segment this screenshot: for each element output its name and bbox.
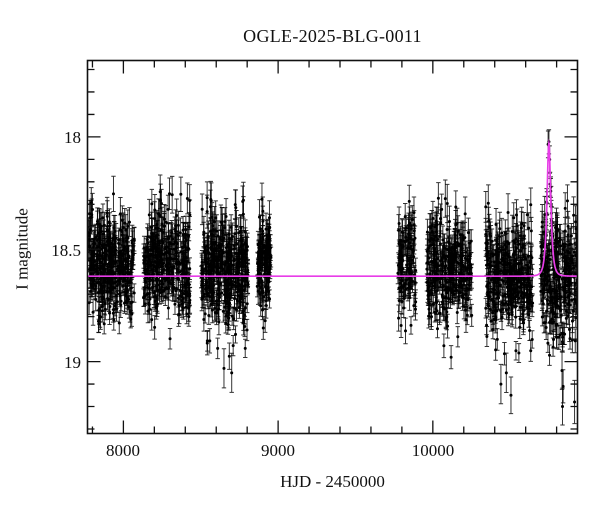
y-tick-label-18: 18	[64, 128, 81, 147]
y-axis-label: I magnitude	[12, 208, 32, 290]
x-tick-label-8000: 8000	[106, 441, 140, 460]
x-tick-label-10000: 10000	[411, 441, 455, 460]
y-tick-label-19: 19	[64, 353, 81, 372]
x-axis-label: HJD - 2450000	[280, 472, 385, 491]
chart-title: OGLE-2025-BLG-0011	[243, 26, 422, 46]
x-tick-label-9000: 9000	[261, 441, 295, 460]
y-tick-label-18-5: 18.5	[51, 241, 81, 260]
